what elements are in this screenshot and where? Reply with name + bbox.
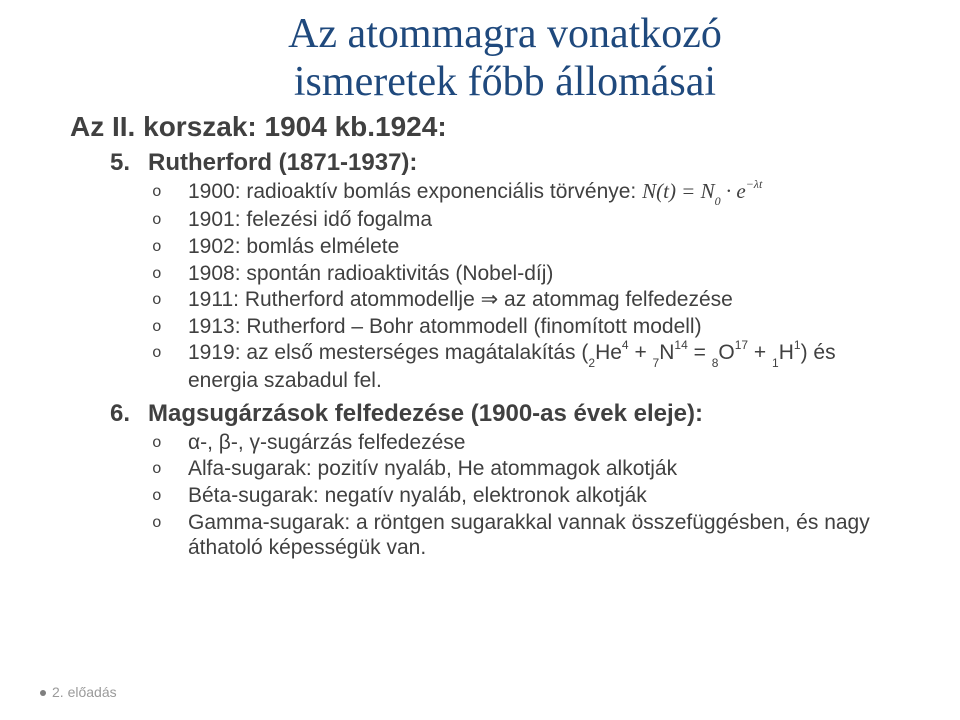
title-line-1: Az atommagra vonatkozó bbox=[288, 11, 722, 57]
slide-title: Az atommagra vonatkozó ismeretek főbb ál… bbox=[120, 10, 890, 107]
sub-1911: 1911: Rutherford atommodellje ⇒ az atomm… bbox=[148, 287, 890, 313]
sub-1902: 1902: bomlás elmélete bbox=[148, 234, 890, 260]
item-5-heading: Rutherford (1871-1937): bbox=[148, 149, 417, 176]
item-6-sublist: α-, β-, γ-sugárzás felfedezése Alfa-suga… bbox=[148, 430, 890, 561]
sub-abg: α-, β-, γ-sugárzás felfedezése bbox=[148, 430, 890, 456]
era-subtitle: Az II. korszak: 1904 kb.1924: bbox=[70, 111, 890, 143]
item-5-rutherford: Rutherford (1871-1937): 1900: radioaktív… bbox=[120, 149, 890, 394]
main-list: Rutherford (1871-1937): 1900: radioaktív… bbox=[120, 149, 890, 561]
item-6-heading: Magsugárzások felfedezése (1900-as évek … bbox=[148, 400, 703, 427]
decay-formula: N(t) = N0 · e−λt bbox=[642, 179, 762, 203]
sub-1900: 1900: radioaktív bomlás exponenciális tö… bbox=[148, 179, 890, 207]
slide-footer: 2. előadás bbox=[40, 684, 117, 700]
footer-bullet-icon bbox=[40, 690, 46, 696]
item-6-radiations: Magsugárzások felfedezése (1900-as évek … bbox=[120, 400, 890, 561]
sub-1919: 1919: az első mesterséges magátalakítás … bbox=[148, 340, 890, 393]
title-line-2: ismeretek főbb állomásai bbox=[294, 59, 716, 105]
nuclear-reaction: 2He4 + 7N14 = 8O17 + 1H1 bbox=[588, 341, 800, 364]
footer-text: 2. előadás bbox=[52, 684, 117, 700]
slide: Az atommagra vonatkozó ismeretek főbb ál… bbox=[0, 0, 960, 720]
sub-alpha: Alfa-sugarak: pozitív nyaláb, He atommag… bbox=[148, 456, 890, 482]
item-5-sublist: 1900: radioaktív bomlás exponenciális tö… bbox=[148, 179, 890, 394]
sub-1901: 1901: felezési idő fogalma bbox=[148, 207, 890, 233]
sub-1908: 1908: spontán radioaktivitás (Nobel-díj) bbox=[148, 261, 890, 287]
sub-gamma: Gamma-sugarak: a röntgen sugarakkal vann… bbox=[148, 510, 890, 561]
sub-beta: Béta-sugarak: negatív nyaláb, elektronok… bbox=[148, 483, 890, 509]
sub-1913: 1913: Rutherford – Bohr atommodell (fino… bbox=[148, 314, 890, 340]
